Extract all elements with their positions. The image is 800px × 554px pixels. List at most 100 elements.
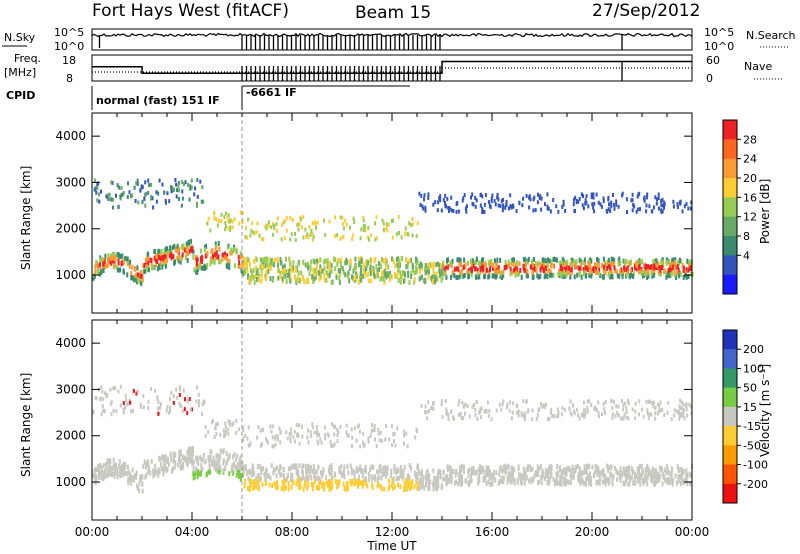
nave-trace	[92, 67, 692, 73]
heatmap-cell	[347, 486, 349, 492]
heatmap-cell	[276, 262, 279, 268]
heatmap-cell	[522, 475, 525, 481]
heatmap-cell	[660, 199, 663, 204]
colorbar-swatch	[723, 330, 737, 350]
heatmap-cell	[500, 199, 503, 204]
heatmap-cell	[659, 265, 662, 270]
heatmap-cell	[509, 477, 512, 483]
heatmap-cell	[181, 196, 184, 201]
heatmap-cell	[226, 427, 229, 432]
heatmap-cell	[435, 262, 438, 268]
heatmap-cell	[374, 221, 377, 226]
heatmap-cell	[215, 453, 218, 459]
heatmap-cell	[665, 274, 668, 280]
heatmap-cell	[112, 457, 115, 463]
heatmap-cell	[285, 228, 288, 233]
heatmap-cell	[170, 457, 173, 462]
heatmap-cell	[689, 471, 691, 477]
heatmap-cell	[178, 247, 181, 252]
heatmap-cell	[102, 476, 105, 482]
heatmap-cell	[644, 474, 647, 480]
heatmap-cell	[621, 399, 623, 404]
heatmap-cell	[140, 477, 143, 483]
heatmap-cell	[673, 272, 676, 278]
heatmap-cell	[616, 273, 619, 279]
heatmap-cell	[238, 263, 241, 269]
heatmap-cell	[348, 278, 351, 284]
heatmap-cell	[316, 469, 319, 475]
heatmap-cell	[353, 426, 356, 431]
heatmap-cell	[311, 274, 314, 280]
heatmap-cell	[652, 263, 655, 269]
heatmap-cell	[241, 220, 244, 225]
heatmap-cell	[676, 202, 679, 207]
heatmap-cell	[659, 408, 662, 413]
heatmap-cell	[243, 262, 246, 268]
heatmap-cell	[498, 479, 501, 485]
heatmap-cell	[265, 226, 268, 231]
heatmap-cell	[94, 186, 97, 191]
heatmap-cell	[262, 428, 265, 433]
heatmap-cell	[511, 257, 514, 263]
heatmap-cell	[215, 244, 218, 250]
heatmap-cell	[520, 472, 523, 478]
heatmap-cell	[406, 444, 409, 449]
heatmap-cell	[163, 190, 166, 195]
heatmap-cell	[527, 259, 530, 265]
heatmap-cell	[553, 256, 556, 262]
heatmap-cell	[417, 468, 420, 474]
heatmap-cell	[444, 476, 447, 482]
heatmap-cell	[548, 268, 551, 274]
heatmap-cell	[413, 276, 416, 282]
heatmap-cell	[178, 197, 181, 201]
heatmap-cell	[628, 262, 631, 267]
heatmap-cell	[186, 399, 189, 404]
heatmap-cell	[577, 464, 580, 470]
heatmap-cell	[328, 481, 331, 487]
heatmap-cell	[362, 215, 365, 220]
heatmap-cell	[341, 221, 344, 226]
heatmap-cell	[542, 257, 545, 263]
heatmap-cell	[524, 414, 527, 419]
heatmap-cell	[563, 481, 566, 487]
heatmap-cell	[402, 270, 405, 276]
heatmap-cell	[638, 469, 640, 474]
heatmap-cell	[650, 412, 653, 417]
heatmap-cell	[601, 470, 604, 476]
heatmap-cell	[374, 237, 377, 242]
heatmap-cell	[109, 253, 112, 259]
heatmap-cell	[589, 257, 592, 263]
heatmap-cell	[249, 478, 252, 484]
heatmap-cell	[527, 273, 529, 279]
heatmap-cell	[337, 268, 340, 274]
heatmap-cell	[218, 246, 221, 252]
heatmap-cell	[463, 272, 466, 278]
heatmap-cell	[225, 263, 228, 269]
heatmap-cell	[415, 265, 418, 271]
heatmap-cell	[617, 404, 620, 409]
heatmap-cell	[674, 473, 677, 479]
heatmap-cell	[584, 198, 587, 203]
heatmap-cell	[147, 191, 150, 195]
heatmap-cell	[382, 221, 385, 226]
heatmap-cell	[458, 274, 461, 280]
heatmap-cell	[174, 452, 177, 458]
heatmap-cell	[112, 386, 115, 391]
heatmap-cell	[657, 192, 660, 197]
heatmap-cell	[629, 268, 632, 274]
heatmap-cell	[289, 265, 292, 271]
heatmap-cell	[625, 259, 628, 264]
heatmap-cell	[188, 249, 191, 254]
heatmap-cell	[145, 464, 147, 470]
heatmap-cell	[496, 195, 499, 200]
heatmap-cell	[132, 477, 135, 483]
heatmap-cell	[628, 465, 631, 471]
heatmap-cell	[199, 455, 202, 461]
heatmap-cell	[607, 195, 610, 200]
heatmap-cell	[580, 261, 583, 267]
heatmap-cell	[625, 197, 628, 202]
heatmap-cell	[415, 233, 418, 238]
heatmap-cell	[283, 263, 286, 269]
heatmap-cell	[463, 404, 465, 409]
heatmap-cell	[426, 477, 429, 483]
